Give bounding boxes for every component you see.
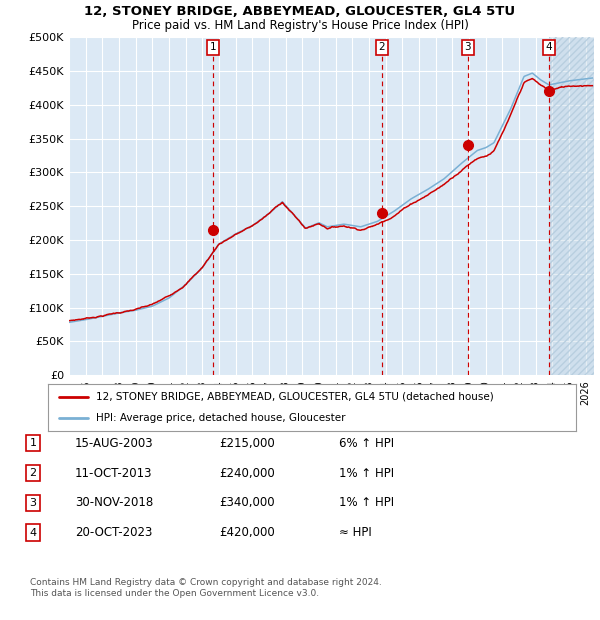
Text: HPI: Average price, detached house, Gloucester: HPI: Average price, detached house, Glou… [95,414,345,423]
Text: 15-AUG-2003: 15-AUG-2003 [75,437,154,450]
Text: £215,000: £215,000 [219,437,275,450]
Text: 4: 4 [545,42,553,52]
Text: This data is licensed under the Open Government Licence v3.0.: This data is licensed under the Open Gov… [30,589,319,598]
Text: 6% ↑ HPI: 6% ↑ HPI [339,437,394,450]
Text: £420,000: £420,000 [219,526,275,539]
Text: 1% ↑ HPI: 1% ↑ HPI [339,497,394,509]
Text: 12, STONEY BRIDGE, ABBEYMEAD, GLOUCESTER, GL4 5TU: 12, STONEY BRIDGE, ABBEYMEAD, GLOUCESTER… [85,5,515,18]
Text: 2: 2 [379,42,385,52]
Text: 3: 3 [29,498,37,508]
Text: 11-OCT-2013: 11-OCT-2013 [75,467,152,479]
Text: 2: 2 [29,468,37,478]
Text: Contains HM Land Registry data © Crown copyright and database right 2024.: Contains HM Land Registry data © Crown c… [30,578,382,587]
Text: 3: 3 [464,42,471,52]
Text: 4: 4 [29,528,37,538]
Text: £340,000: £340,000 [219,497,275,509]
Text: 30-NOV-2018: 30-NOV-2018 [75,497,153,509]
Text: Price paid vs. HM Land Registry's House Price Index (HPI): Price paid vs. HM Land Registry's House … [131,19,469,32]
Text: 1: 1 [209,42,216,52]
Text: 12, STONEY BRIDGE, ABBEYMEAD, GLOUCESTER, GL4 5TU (detached house): 12, STONEY BRIDGE, ABBEYMEAD, GLOUCESTER… [95,392,493,402]
Text: 1: 1 [29,438,37,448]
Text: 1% ↑ HPI: 1% ↑ HPI [339,467,394,479]
Text: £240,000: £240,000 [219,467,275,479]
Text: 20-OCT-2023: 20-OCT-2023 [75,526,152,539]
Text: ≈ HPI: ≈ HPI [339,526,372,539]
